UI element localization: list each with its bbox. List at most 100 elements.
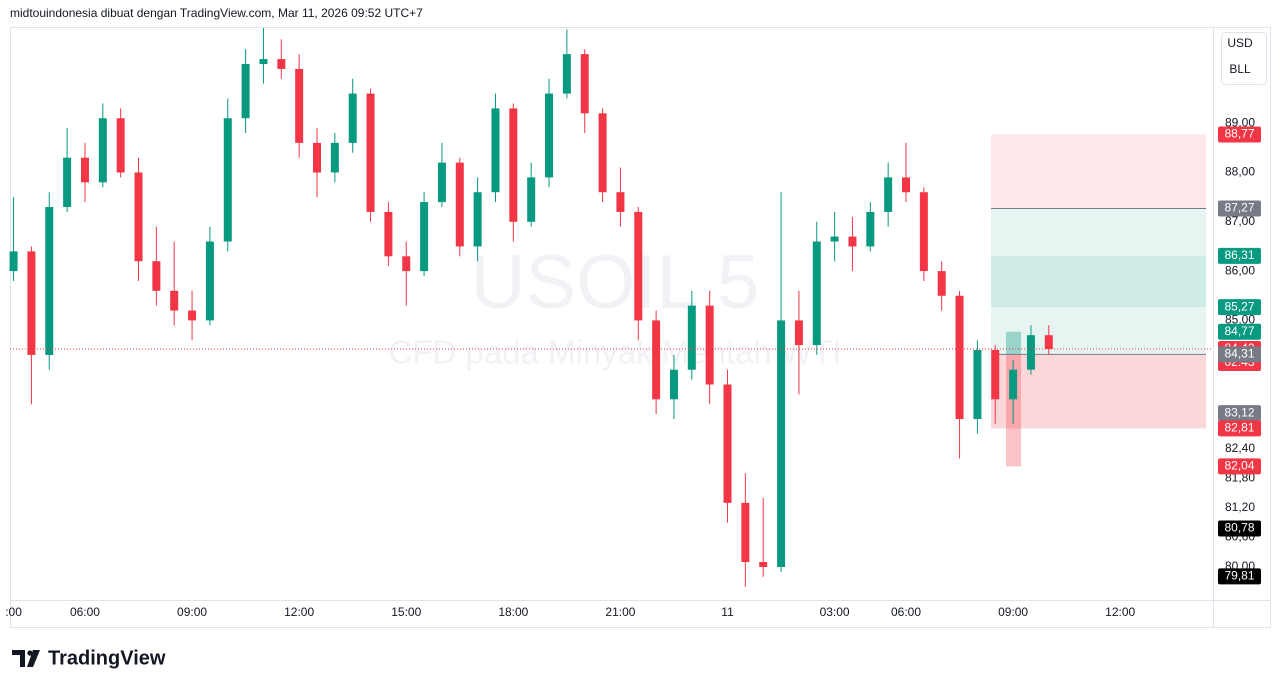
y-tick-label: 82,40 — [1225, 441, 1255, 455]
candle-body — [598, 113, 607, 193]
price-badge-label: 87,27 — [1224, 201, 1254, 215]
candle-body — [312, 142, 321, 173]
x-tick-label: 06:00 — [891, 605, 921, 619]
candle-body — [205, 241, 214, 321]
candle-body — [330, 142, 339, 173]
candle-body — [937, 271, 946, 296]
candle-body — [562, 54, 571, 94]
x-tick-label: 09:00 — [998, 605, 1028, 619]
candle-body — [1009, 369, 1018, 400]
candle-body — [919, 192, 928, 272]
price-badge — [1218, 405, 1261, 422]
price-badge — [1218, 568, 1261, 585]
y-tick-label: 85,00 — [1225, 313, 1255, 327]
price-badge — [1218, 299, 1261, 316]
candle-body — [723, 384, 732, 503]
price-badge-label: 84,31 — [1224, 347, 1254, 361]
y-tick-label: 89,00 — [1225, 115, 1255, 129]
x-tick-label: 12:00 — [284, 605, 314, 619]
candle-body — [580, 54, 589, 114]
candle-body — [295, 68, 304, 143]
currency-button[interactable]: USD — [1227, 36, 1253, 50]
unit-button[interactable]: BLL — [1229, 62, 1251, 76]
logo-mark — [12, 650, 25, 667]
brand-name: TradingView — [48, 647, 166, 669]
brand-logo — [12, 650, 40, 667]
candle-body — [420, 202, 429, 272]
watermark-symbol: USOIL 5 — [471, 240, 760, 325]
candle-body — [384, 211, 393, 257]
candle-body — [545, 93, 554, 178]
candle-body — [812, 241, 821, 346]
price-badge-label: 82,81 — [1224, 421, 1254, 435]
candle-body — [848, 236, 857, 247]
x-tick-label: 06:00 — [70, 605, 100, 619]
candle-body — [170, 290, 179, 311]
x-tick-label: 12:00 — [1105, 605, 1135, 619]
candle-body — [259, 59, 268, 64]
candle-body — [80, 157, 89, 183]
candle-body — [777, 320, 786, 567]
candle-body — [687, 305, 696, 370]
x-tick-label: 18:00 — [498, 605, 528, 619]
candle-body — [509, 108, 518, 222]
candle-body — [705, 305, 714, 385]
y-tick-label: 81,20 — [1225, 500, 1255, 514]
candle-body — [277, 59, 286, 69]
candle-body — [830, 236, 839, 242]
price-badge — [1218, 126, 1261, 143]
candle-body — [134, 172, 143, 262]
candle-body — [1026, 335, 1035, 370]
price-badge-label: 82,04 — [1224, 459, 1254, 473]
candle-body — [223, 118, 232, 242]
candle-body — [116, 118, 125, 173]
price-badge — [1218, 200, 1261, 217]
position-zone — [991, 307, 1206, 355]
candle-body — [794, 320, 803, 346]
logo-slash — [27, 650, 40, 667]
candle-body — [634, 211, 643, 321]
candle-body — [437, 162, 446, 203]
price-badge — [1218, 346, 1261, 363]
candle-body — [616, 192, 625, 212]
candle-body — [759, 562, 768, 567]
candle-body — [884, 177, 893, 212]
price-badge — [1218, 323, 1261, 340]
chart-frame — [10, 27, 1271, 628]
price-badge-label: 80,78 — [1224, 521, 1254, 535]
position-zone — [991, 354, 1206, 429]
candle-body — [991, 349, 1000, 400]
candle-body — [152, 261, 161, 291]
x-tick-label: :00 — [5, 605, 22, 619]
candle-body — [455, 162, 464, 247]
logo-dot — [27, 650, 33, 656]
price-badge — [1218, 247, 1261, 264]
y-tick-label: 86,00 — [1225, 263, 1255, 277]
y-tick-label: 88,00 — [1225, 165, 1255, 179]
candle-body — [902, 177, 911, 193]
candle-body — [98, 118, 107, 183]
price-badge-label: 79,81 — [1224, 569, 1254, 583]
header: midtouindonesia dibuat dengan TradingVie… — [10, 6, 423, 20]
candle-body — [669, 369, 678, 400]
price-badge-label: 84,77 — [1224, 324, 1254, 338]
price-badge — [1218, 520, 1261, 537]
price-badge — [1218, 458, 1261, 475]
x-tick-label: 09:00 — [177, 605, 207, 619]
candle-body — [527, 177, 536, 222]
price-badge — [1218, 420, 1261, 437]
candle-body — [955, 295, 964, 420]
x-tick-label: 11 — [721, 605, 734, 619]
position-zone — [1006, 331, 1021, 355]
x-tick-label: 15:00 — [391, 605, 421, 619]
candle-body — [866, 211, 875, 247]
currency-box — [1221, 32, 1267, 85]
candle-body — [652, 320, 661, 400]
price-badge-label: 83,12 — [1224, 405, 1254, 419]
candle-body — [241, 63, 250, 119]
position-zone — [991, 208, 1206, 256]
candles — [9, 28, 1053, 587]
